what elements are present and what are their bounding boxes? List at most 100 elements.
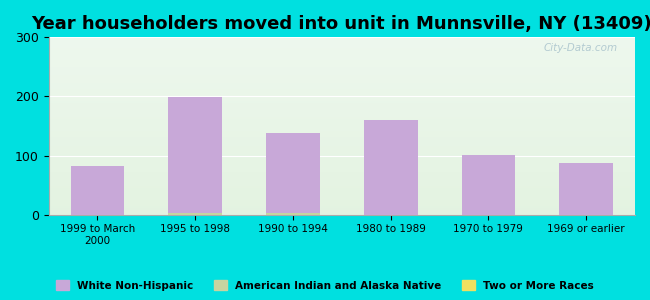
- Bar: [49, 200, 635, 202]
- Bar: [49, 62, 635, 64]
- Bar: [49, 50, 635, 52]
- Bar: [49, 179, 635, 181]
- Bar: [49, 202, 635, 204]
- Bar: [49, 170, 635, 172]
- Bar: [49, 110, 635, 112]
- Bar: [49, 181, 635, 183]
- Bar: [71, 166, 124, 215]
- Bar: [49, 153, 635, 154]
- Bar: [49, 99, 635, 101]
- Bar: [49, 199, 635, 200]
- Bar: [49, 188, 635, 190]
- Bar: [49, 154, 635, 156]
- Bar: [49, 122, 635, 124]
- Bar: [49, 190, 635, 192]
- Bar: [49, 89, 635, 91]
- Bar: [49, 78, 635, 80]
- Bar: [49, 105, 635, 106]
- Bar: [49, 94, 635, 96]
- Bar: [49, 119, 635, 121]
- Bar: [49, 142, 635, 144]
- Bar: [49, 58, 635, 60]
- Bar: [49, 172, 635, 174]
- Bar: [49, 53, 635, 55]
- Bar: [49, 136, 635, 138]
- Bar: [49, 195, 635, 197]
- Bar: [49, 165, 635, 167]
- Bar: [49, 133, 635, 135]
- Bar: [49, 60, 635, 62]
- Bar: [49, 46, 635, 48]
- Bar: [49, 167, 635, 169]
- Bar: [49, 130, 635, 131]
- Bar: [49, 41, 635, 43]
- Bar: [49, 174, 635, 176]
- Bar: [49, 48, 635, 50]
- Bar: [49, 208, 635, 209]
- Bar: [49, 163, 635, 165]
- Bar: [49, 101, 635, 103]
- Bar: [168, 214, 222, 215]
- Bar: [49, 114, 635, 116]
- Bar: [49, 37, 635, 39]
- Bar: [49, 92, 635, 94]
- Bar: [49, 206, 635, 208]
- Bar: [49, 144, 635, 146]
- Bar: [49, 76, 635, 78]
- Bar: [49, 183, 635, 184]
- Bar: [49, 71, 635, 73]
- Bar: [49, 64, 635, 66]
- Bar: [266, 133, 320, 215]
- Bar: [49, 140, 635, 142]
- Bar: [49, 44, 635, 46]
- Bar: [49, 161, 635, 163]
- Bar: [49, 68, 635, 69]
- Bar: [49, 73, 635, 75]
- Title: Year householders moved into unit in Munnsville, NY (13409): Year householders moved into unit in Mun…: [31, 15, 650, 33]
- Bar: [49, 176, 635, 177]
- Bar: [49, 211, 635, 213]
- Bar: [49, 57, 635, 59]
- Bar: [49, 124, 635, 126]
- Bar: [49, 55, 635, 57]
- Bar: [49, 209, 635, 211]
- Bar: [49, 69, 635, 71]
- Bar: [49, 131, 635, 133]
- Bar: [49, 106, 635, 108]
- Bar: [49, 117, 635, 119]
- Bar: [49, 66, 635, 68]
- Bar: [49, 135, 635, 136]
- Bar: [49, 103, 635, 105]
- Bar: [49, 128, 635, 130]
- Bar: [49, 149, 635, 151]
- Bar: [49, 138, 635, 140]
- Bar: [49, 52, 635, 53]
- Bar: [49, 83, 635, 85]
- Bar: [49, 85, 635, 87]
- Bar: [559, 163, 613, 215]
- Bar: [266, 214, 320, 215]
- Text: City-Data.com: City-Data.com: [543, 43, 618, 53]
- Bar: [49, 186, 635, 188]
- Bar: [49, 43, 635, 44]
- Bar: [49, 126, 635, 128]
- Bar: [49, 156, 635, 158]
- Bar: [49, 112, 635, 114]
- Bar: [49, 160, 635, 161]
- Bar: [168, 97, 222, 215]
- Bar: [49, 82, 635, 83]
- Bar: [49, 91, 635, 92]
- Bar: [49, 121, 635, 122]
- Bar: [49, 213, 635, 215]
- Bar: [462, 155, 515, 215]
- Bar: [49, 184, 635, 186]
- Bar: [49, 197, 635, 199]
- Bar: [49, 116, 635, 117]
- Bar: [49, 108, 635, 110]
- Legend: White Non-Hispanic, American Indian and Alaska Native, Two or More Races: White Non-Hispanic, American Indian and …: [52, 276, 598, 295]
- Bar: [49, 87, 635, 89]
- Bar: [49, 96, 635, 98]
- Bar: [49, 151, 635, 153]
- Bar: [49, 147, 635, 149]
- Bar: [49, 194, 635, 195]
